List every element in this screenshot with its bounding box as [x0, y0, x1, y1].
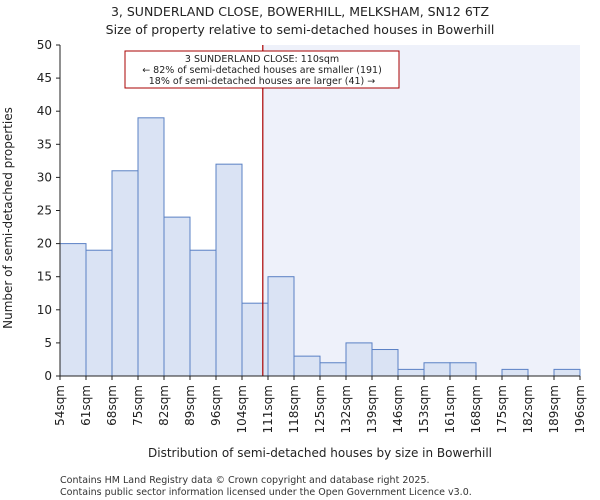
x-tick-label: 146sqm — [391, 385, 405, 433]
y-ticks: 0 5 10 15 20 25 30 35 40 45 50 — [37, 38, 60, 383]
bar-89sqm — [189, 249, 217, 377]
x-tick-label: 82sqm — [157, 385, 171, 426]
bar-139sqm — [371, 349, 399, 377]
x-tick-label: 75sqm — [131, 385, 145, 426]
x-tick-label: 132sqm — [339, 385, 353, 433]
x-tick-label: 96sqm — [209, 385, 223, 426]
y-tick-label: 35 — [37, 137, 52, 151]
chart-title: 3, SUNDERLAND CLOSE, BOWERHILL, MELKSHAM… — [111, 4, 489, 19]
footer-line-2: Contains public sector information licen… — [60, 487, 472, 498]
x-tick-label: 175sqm — [495, 385, 509, 433]
bar-175sqm — [501, 368, 529, 377]
bar-96sqm — [215, 163, 243, 377]
x-tick-label: 161sqm — [443, 385, 457, 433]
x-tick-label: 54sqm — [53, 385, 67, 426]
x-tick-label: 61sqm — [79, 385, 93, 426]
y-tick-label: 20 — [37, 237, 52, 251]
annotation-line-2: ← 82% of semi-detached houses are smalle… — [142, 65, 382, 76]
x-tick-label: 139sqm — [365, 385, 379, 433]
y-tick-label: 30 — [37, 170, 52, 184]
bar-68sqm — [111, 170, 139, 377]
x-tick-label: 118sqm — [287, 385, 301, 433]
y-tick-label: 15 — [37, 270, 52, 284]
bar-146sqm — [397, 368, 425, 377]
annotation-line-3: 18% of semi-detached houses are larger (… — [149, 76, 376, 87]
bar-111sqm — [267, 276, 295, 377]
x-tick-label: 104sqm — [235, 385, 249, 433]
chart-subtitle: Size of property relative to semi-detach… — [106, 22, 495, 37]
y-tick-label: 45 — [37, 71, 52, 85]
larger-region-shade — [262, 45, 580, 376]
bar-132sqm — [345, 342, 373, 377]
bar-189sqm — [553, 368, 581, 377]
bar-54sqm — [59, 243, 87, 377]
plot-area: 0 5 10 15 20 25 30 35 40 45 50 54sqm 61sqm 68sqm 75sq… — [37, 38, 587, 433]
bar-125sqm — [319, 362, 347, 377]
bar-75sqm — [137, 117, 165, 377]
bar-161sqm — [449, 362, 477, 377]
annotation-box: 3 SUNDERLAND CLOSE: 110sqm ← 82% of semi… — [124, 50, 400, 89]
footer-line-1: Contains HM Land Registry data © Crown c… — [60, 475, 430, 486]
x-axis-label: Distribution of semi-detached houses by … — [148, 446, 492, 460]
annotation-line-1: 3 SUNDERLAND CLOSE: 110sqm — [185, 54, 339, 65]
y-tick-label: 0 — [44, 369, 52, 383]
annotation-border — [124, 50, 400, 89]
y-tick-label: 25 — [37, 204, 52, 218]
y-tick-label: 10 — [37, 303, 52, 317]
bar-61sqm — [85, 249, 113, 377]
x-ticks: 54sqm 61sqm 68sqm 75sqm 82sqm 89sqm 96sqm 104sq… — [53, 376, 587, 433]
x-tick-label: 182sqm — [521, 385, 535, 433]
y-tick-label: 50 — [37, 38, 52, 52]
y-axis-label: Number of semi-detached properties — [1, 107, 15, 329]
x-tick-label: 168sqm — [469, 385, 483, 433]
bar-153sqm — [423, 362, 451, 377]
bars — [59, 117, 581, 377]
y-tick-label: 5 — [44, 336, 52, 350]
x-tick-label: 196sqm — [573, 385, 587, 433]
x-tick-label: 111sqm — [261, 385, 275, 433]
bar-104sqm — [241, 302, 269, 377]
x-tick-label: 68sqm — [105, 385, 119, 426]
x-tick-label: 125sqm — [313, 385, 327, 433]
x-tick-label: 89sqm — [183, 385, 197, 426]
bar-118sqm — [293, 355, 321, 377]
y-tick-label: 40 — [37, 104, 52, 118]
x-tick-label: 153sqm — [417, 385, 431, 433]
bar-82sqm — [163, 216, 191, 377]
x-tick-label: 189sqm — [547, 385, 561, 433]
